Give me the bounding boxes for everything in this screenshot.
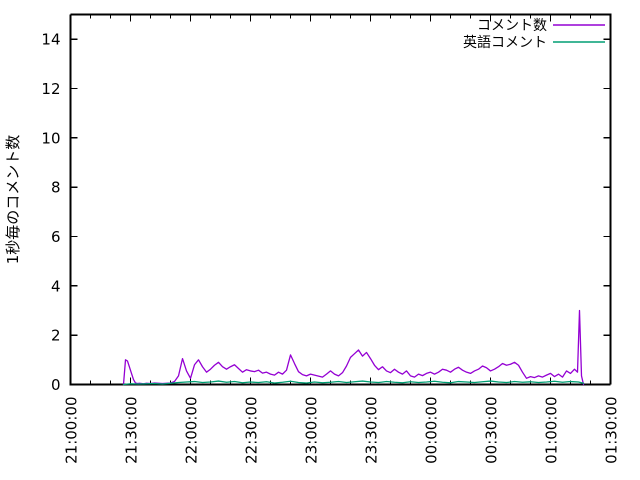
y-tick-label: 4 — [51, 277, 61, 295]
y-tick-label: 8 — [51, 179, 61, 197]
x-axis-ticks: 21:00:00 21:30:00 22:00:00 22:30:00 23:00:00… — [63, 14, 621, 464]
x-tick-label: 01:00:00 — [543, 397, 561, 464]
x-tick-label: 22:30:00 — [243, 397, 261, 464]
x-tick-label: 00:30:00 — [483, 397, 501, 464]
y-axis-title-text: 1秒毎のコメント数 — [4, 135, 22, 265]
y-tick-label: 0 — [51, 376, 61, 394]
x-tick-label: 21:00:00 — [63, 397, 81, 464]
y-tick-label: 14 — [41, 31, 60, 49]
x-tick-label: 01:30:00 — [603, 397, 621, 464]
y-axis-ticks: 0 2 4 6 8 10 12 14 — [41, 31, 611, 394]
legend-label: 英語コメント — [463, 34, 547, 51]
x-tick-label: 23:00:00 — [303, 397, 321, 464]
x-tick-label: 00:00:00 — [423, 397, 441, 464]
x-tick-label: 21:30:00 — [123, 397, 141, 464]
x-tick-label: 23:30:00 — [363, 397, 381, 464]
data-series-group — [122, 309, 585, 386]
y-tick-label: 6 — [51, 228, 61, 246]
y-tick-label: 10 — [41, 129, 60, 147]
plot-axis-frame — [69, 13, 612, 386]
x-tick-label: 22:00:00 — [183, 397, 201, 464]
series-line-english-comment — [122, 380, 585, 386]
y-axis-title: 1秒毎のコメント数 — [4, 135, 22, 265]
y-tick-label: 12 — [41, 80, 60, 98]
series-line-comment-count — [122, 309, 585, 386]
y-tick-label: 2 — [51, 327, 61, 345]
legend-label: コメント数 — [477, 18, 547, 34]
